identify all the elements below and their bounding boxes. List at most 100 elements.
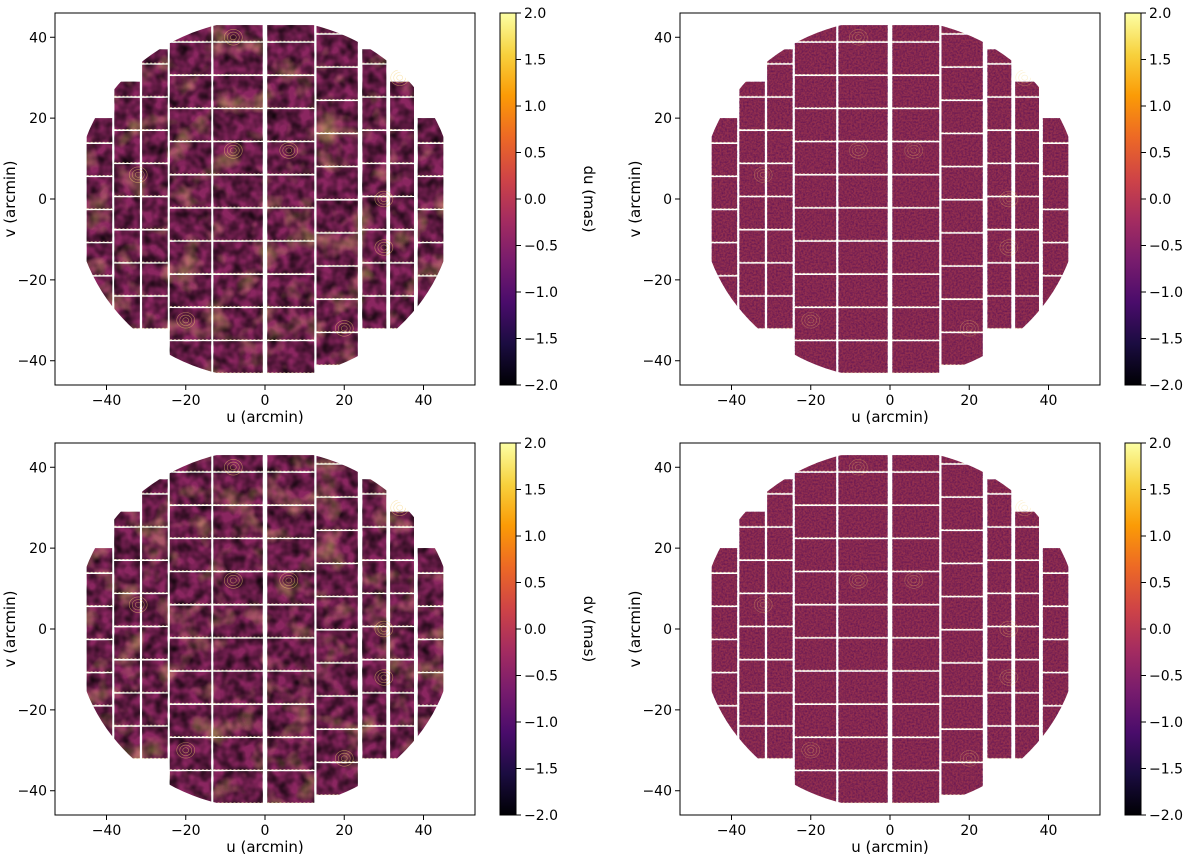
x-tick-label: −20 (796, 823, 826, 839)
chip-noise (794, 308, 837, 340)
chip-pattern (390, 131, 414, 163)
ring-feature (855, 577, 862, 584)
chip-noise (794, 208, 837, 241)
ring-feature (176, 312, 196, 329)
x-tick-label: −40 (717, 393, 747, 409)
ring-feature (907, 144, 921, 156)
chip-pattern (267, 208, 315, 241)
chip-pattern (213, 109, 263, 141)
colorbar-tick-label: 2.0 (1149, 436, 1171, 452)
y-tick-label: −40 (642, 784, 672, 800)
ring-feature (227, 31, 240, 43)
chip-noise (794, 25, 837, 42)
chip-noise (941, 464, 983, 497)
ring-feature (396, 74, 404, 81)
chip-pattern (390, 164, 414, 196)
colorbar-tick-label: 2.0 (1149, 6, 1171, 22)
chip-pattern (142, 197, 168, 229)
ring-feature (230, 34, 237, 41)
chip-noise (767, 627, 793, 659)
x-tick-label: −20 (171, 823, 201, 839)
chip-pattern (390, 197, 414, 229)
chip-noise (767, 49, 793, 64)
chip-pattern (213, 208, 263, 241)
x-tick-label: 20 (960, 393, 978, 409)
chip-noise (838, 472, 888, 505)
colorbar-tick-label: 0.5 (524, 146, 546, 162)
chip-pattern (213, 638, 263, 671)
panel-bottom-left: −40 −20 0 20 40 −40 −20 0 20 40 u (arcmin) v (arcmi… (1, 436, 598, 856)
x-axis-label: u (arcmin) (851, 408, 929, 426)
chip-noise (838, 705, 888, 737)
chip-noise (941, 663, 983, 696)
ring-feature (282, 144, 296, 156)
ring-feature (1018, 72, 1032, 84)
chip-pattern (267, 472, 315, 505)
chip-noise (941, 333, 983, 365)
chip-pattern (417, 210, 444, 242)
colorbar-tick-label: 1.5 (524, 483, 546, 499)
chip-noise (767, 561, 793, 593)
chip-noise (767, 594, 793, 626)
y-tick-label: −20 (17, 703, 47, 719)
chip-noise (711, 144, 738, 176)
chip-pattern (417, 548, 444, 573)
chip-pattern (142, 494, 168, 527)
x-tick-label: 0 (261, 393, 270, 409)
y-tick-label: 20 (654, 541, 672, 557)
chip-noise (987, 64, 1012, 97)
colorbar-tick-label: 1.0 (1149, 99, 1171, 115)
ring-feature (230, 147, 237, 154)
ring-feature (1005, 196, 1013, 202)
chip-noise (1015, 230, 1039, 263)
colorbar-tick-label: 2.0 (524, 436, 546, 452)
chip-noise (1015, 693, 1039, 726)
y-tick-label: 20 (29, 111, 47, 127)
chip-pattern (267, 25, 315, 42)
chip-noise (1042, 210, 1069, 242)
chip-noise (892, 506, 940, 538)
chip-noise (892, 208, 940, 241)
chip-noise (1042, 118, 1069, 143)
chip-pattern (169, 605, 212, 638)
x-tick-label: 20 (960, 823, 978, 839)
chip-noise (1015, 726, 1039, 759)
chip-pattern (390, 263, 414, 296)
chip-noise (987, 561, 1012, 593)
ring-feature (907, 574, 921, 586)
chip-noise (838, 455, 888, 472)
chip-pattern (86, 574, 113, 606)
chip-pattern (86, 548, 113, 573)
chip-pattern (362, 97, 387, 130)
chip-noise (941, 266, 983, 299)
chip-pattern (142, 131, 168, 163)
chip-pattern (213, 42, 263, 75)
ring-feature (1002, 193, 1016, 205)
chip-pattern (316, 333, 358, 365)
chip-pattern (362, 131, 387, 163)
chip-noise (767, 296, 793, 329)
y-tick-label: 40 (29, 30, 47, 46)
chip-noise (892, 771, 940, 803)
chip-pattern (316, 101, 358, 133)
ring-feature (230, 464, 237, 471)
chip-pattern (142, 660, 168, 693)
chip-pattern (390, 627, 414, 659)
chip-pattern (316, 564, 358, 596)
chip-noise (892, 738, 940, 770)
chip-noise (941, 34, 983, 67)
chip-noise (987, 296, 1012, 329)
chip-noise (987, 726, 1012, 759)
chip-noise (767, 64, 793, 97)
chip-noise (767, 494, 793, 527)
chip-pattern (213, 76, 263, 108)
colorbar-gradient (499, 12, 517, 386)
ring-feature (1002, 672, 1016, 684)
colorbar-label: dv (mas) (580, 596, 598, 663)
ring-feature (131, 169, 145, 181)
chip-pattern (169, 341, 212, 373)
chip-pattern (169, 25, 212, 42)
x-tick-label: 0 (886, 823, 895, 839)
ring-feature (340, 325, 348, 332)
chip-noise (892, 275, 940, 307)
